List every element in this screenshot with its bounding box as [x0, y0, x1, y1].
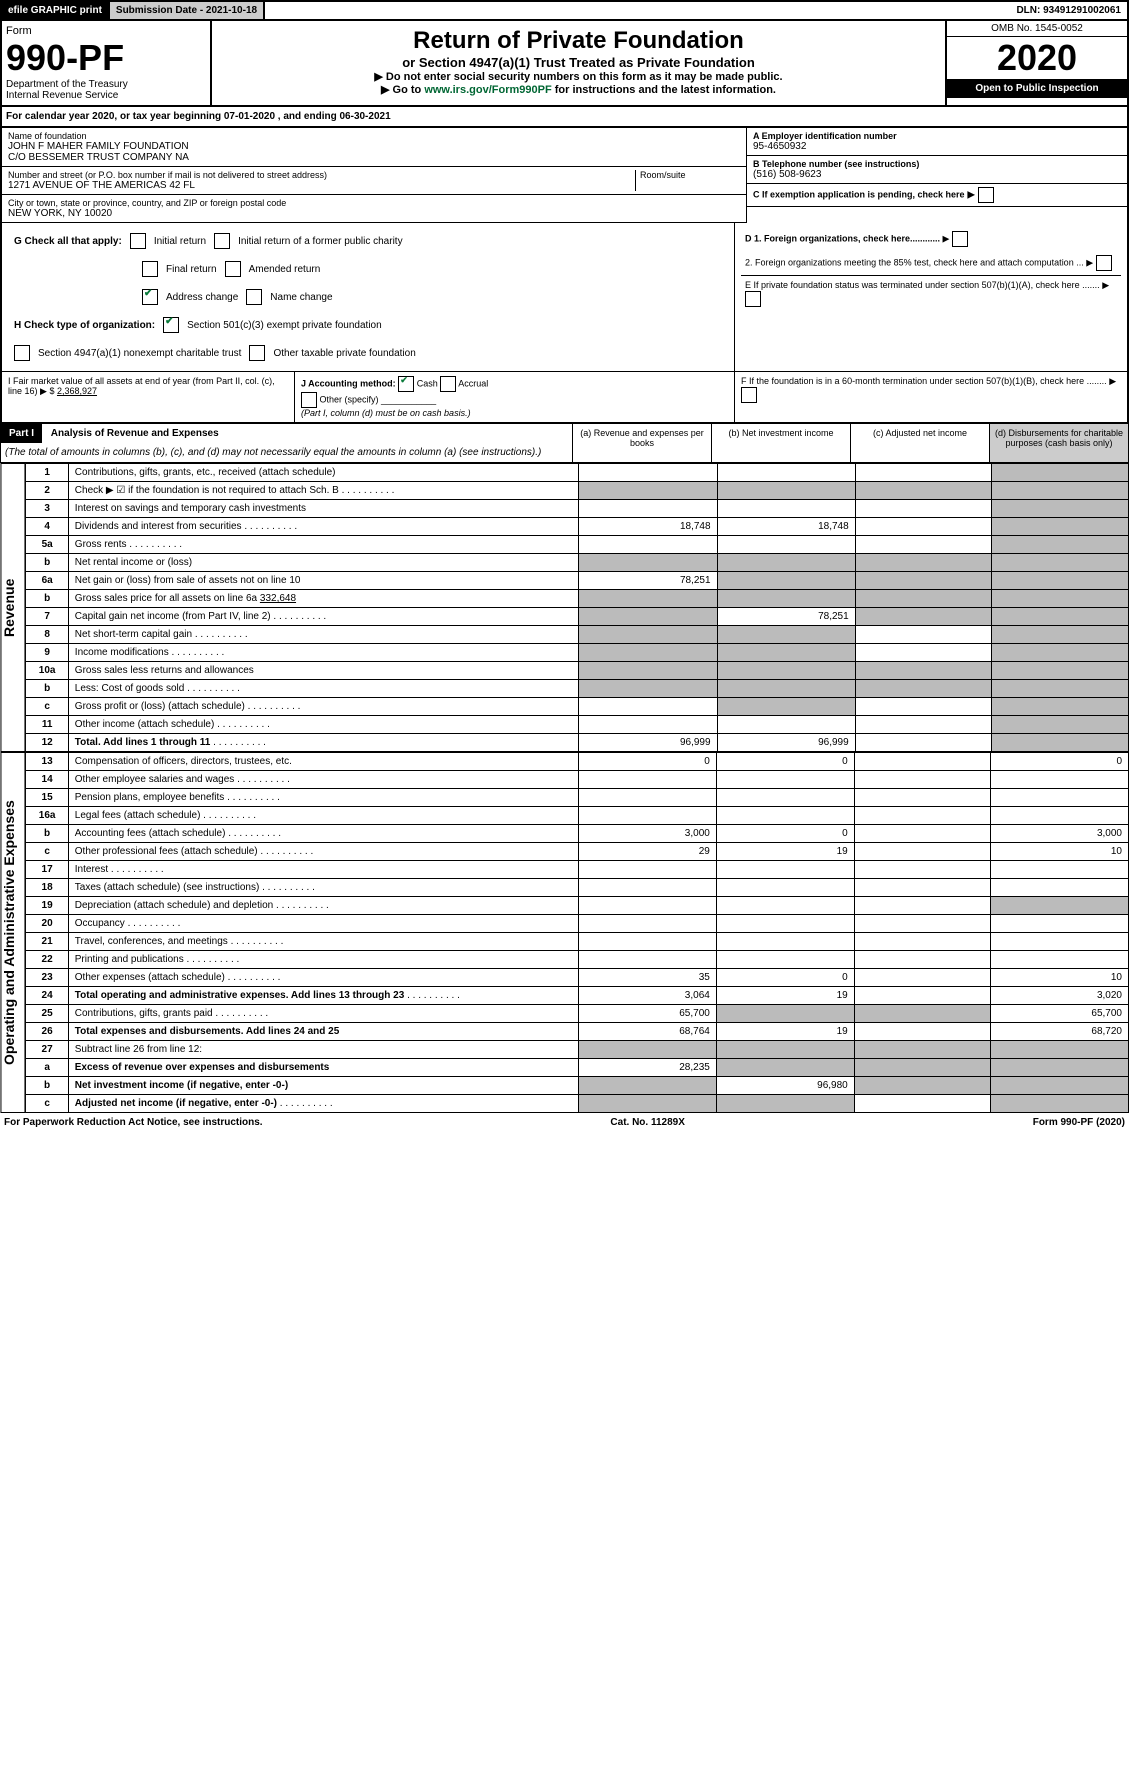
tel-cell: B Telephone number (see instructions) (5… — [747, 156, 1127, 184]
note1: ▶ Do not enter social security numbers o… — [218, 70, 939, 83]
form-header: Form 990-PF Department of the Treasury I… — [0, 21, 1129, 107]
initial-return-checkbox[interactable] — [130, 233, 146, 249]
address-change-checkbox[interactable] — [142, 289, 158, 305]
efile-badge: efile GRAPHIC print — [2, 2, 110, 19]
4947-checkbox[interactable] — [14, 345, 30, 361]
ein-cell: A Employer identification number 95-4650… — [747, 128, 1127, 156]
i-label: I Fair market value of all assets at end… — [8, 376, 275, 396]
d2-checkbox[interactable] — [1096, 255, 1112, 271]
d1-label: D 1. Foreign organizations, check here..… — [745, 233, 940, 243]
h-label: H Check type of organization: — [14, 320, 155, 331]
pra-notice: For Paperwork Reduction Act Notice, see … — [4, 1117, 263, 1128]
g-label: G Check all that apply: — [14, 236, 122, 247]
tax-year: 2020 — [947, 37, 1127, 79]
calendar-year-row: For calendar year 2020, or tax year begi… — [0, 107, 1129, 128]
other-method-checkbox[interactable] — [301, 392, 317, 408]
note2: ▶ Go to www.irs.gov/Form990PF for instru… — [218, 83, 939, 96]
e-checkbox[interactable] — [745, 291, 761, 307]
form-label: Form — [6, 25, 206, 37]
expenses-section-label: Operating and Administrative Expenses — [0, 752, 25, 1113]
submission-date: Submission Date - 2021-10-18 — [110, 2, 265, 19]
fmv-value: 2,368,927 — [57, 386, 97, 396]
section-i-j-row: I Fair market value of all assets at end… — [0, 372, 1129, 423]
accrual-checkbox[interactable] — [440, 376, 456, 392]
form-subtitle: or Section 4947(a)(1) Trust Treated as P… — [218, 55, 939, 70]
col-b-hdr: (b) Net investment income — [711, 424, 850, 462]
revenue-table: 1Contributions, gifts, grants, etc., rec… — [25, 463, 1129, 752]
expenses-table: 13Compensation of officers, directors, t… — [25, 752, 1129, 1113]
omb: OMB No. 1545-0052 — [947, 21, 1127, 37]
name-change-checkbox[interactable] — [246, 289, 262, 305]
city-cell: City or town, state or province, country… — [2, 195, 746, 223]
part1-header-row: Part I Analysis of Revenue and Expenses … — [0, 423, 1129, 463]
part1-badge: Part I — [1, 424, 42, 443]
part1-note: (The total of amounts in columns (b), (c… — [1, 443, 572, 462]
d2-label: 2. Foreign organizations meeting the 85%… — [745, 257, 1084, 267]
d1-checkbox[interactable] — [952, 231, 968, 247]
top-bar: efile GRAPHIC print Submission Date - 20… — [0, 0, 1129, 21]
foundation-name-cell: Name of foundation JOHN F MAHER FAMILY F… — [2, 128, 746, 167]
open-to-public: Open to Public Inspection — [947, 79, 1127, 98]
initial-former-checkbox[interactable] — [214, 233, 230, 249]
j-note: (Part I, column (d) must be on cash basi… — [301, 408, 471, 418]
irs: Internal Revenue Service — [6, 90, 206, 101]
form-footer: Form 990-PF (2020) — [1033, 1117, 1125, 1128]
cash-checkbox[interactable] — [398, 376, 414, 392]
c-check: C If exemption application is pending, c… — [747, 184, 1127, 207]
dept: Department of the Treasury — [6, 79, 206, 90]
address-cell: Number and street (or P.O. box number if… — [2, 167, 746, 195]
col-d-hdr: (d) Disbursements for charitable purpose… — [989, 424, 1128, 462]
j-label: J Accounting method: — [301, 378, 396, 388]
col-c-hdr: (c) Adjusted net income — [850, 424, 989, 462]
col-a-hdr: (a) Revenue and expenses per books — [572, 424, 711, 462]
501c3-checkbox[interactable] — [163, 317, 179, 333]
section-g-row: G Check all that apply: Initial return I… — [0, 223, 1129, 372]
part1-title: Analysis of Revenue and Expenses — [45, 428, 219, 439]
other-taxable-checkbox[interactable] — [249, 345, 265, 361]
final-return-checkbox[interactable] — [142, 261, 158, 277]
e-label: E If private foundation status was termi… — [745, 280, 1100, 290]
amended-return-checkbox[interactable] — [225, 261, 241, 277]
f-label: F If the foundation is in a 60-month ter… — [741, 376, 1107, 386]
cat-no: Cat. No. 11289X — [610, 1117, 684, 1128]
form-title: Return of Private Foundation — [218, 27, 939, 55]
dln: DLN: 93491291002061 — [1010, 2, 1127, 19]
revenue-section-label: Revenue — [0, 463, 25, 752]
page-footer: For Paperwork Reduction Act Notice, see … — [0, 1113, 1129, 1132]
form-number: 990-PF — [6, 37, 206, 79]
irs-link[interactable]: www.irs.gov/Form990PF — [424, 84, 551, 96]
f-checkbox[interactable] — [741, 387, 757, 403]
